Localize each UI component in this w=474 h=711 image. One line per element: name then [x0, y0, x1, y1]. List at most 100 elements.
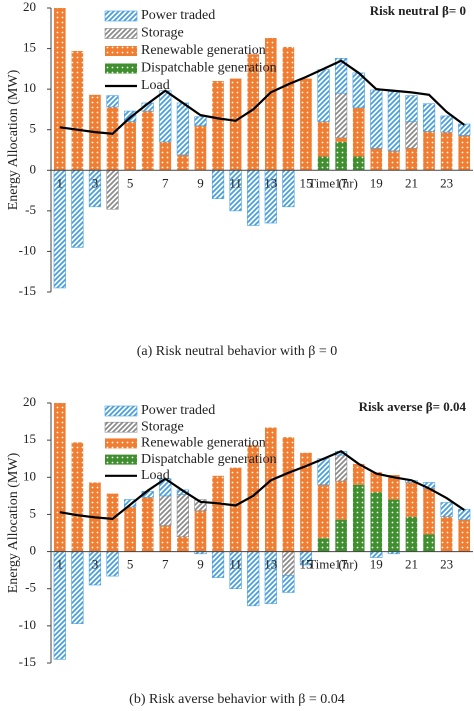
bar — [264, 427, 277, 552]
bar — [177, 536, 189, 552]
bar — [352, 107, 365, 157]
legend-swatch — [105, 454, 137, 465]
bar — [335, 481, 347, 520]
x-tick-label: 3 — [92, 175, 99, 190]
bar — [440, 502, 453, 517]
annotation: Risk neutral β= 0 — [370, 3, 466, 18]
y-tick-label: -15 — [19, 283, 36, 298]
legend-label: Load — [141, 468, 170, 483]
bar — [71, 51, 84, 171]
x-tick-label: 5 — [127, 175, 134, 190]
x-tick-label: 23 — [440, 175, 453, 190]
bar — [229, 467, 242, 552]
legend-label: Storage — [141, 26, 184, 41]
x-tick-label: 7 — [162, 175, 169, 190]
bar — [176, 494, 189, 538]
bar — [106, 106, 119, 171]
caption: (b) Risk averse behavior with β = 0.04 — [129, 692, 345, 707]
bar — [71, 442, 84, 552]
bar — [282, 551, 295, 576]
bar — [352, 484, 365, 552]
bar — [159, 90, 172, 143]
annotation: Risk averse β= 0.04 — [359, 399, 467, 414]
y-tick-label: -5 — [25, 580, 36, 595]
y-tick-label: 15 — [23, 431, 36, 446]
bar — [247, 54, 260, 171]
bar — [317, 538, 330, 552]
load-line — [59, 59, 465, 135]
x-tick-label: 9 — [197, 175, 204, 190]
legend-label: Load — [141, 78, 170, 93]
bar — [106, 95, 119, 108]
legend-label: Power traded — [141, 403, 215, 418]
bar — [282, 46, 295, 171]
bar — [335, 454, 348, 482]
bar — [124, 499, 137, 508]
legend-swatch — [104, 405, 138, 417]
bar — [282, 437, 295, 552]
bar — [440, 132, 453, 171]
bar — [229, 78, 242, 171]
legend-swatch — [104, 10, 138, 22]
bar — [194, 510, 207, 552]
bar — [177, 154, 189, 171]
y-tick-label: -5 — [25, 202, 36, 217]
legend-label: Storage — [141, 419, 184, 434]
bar — [405, 482, 418, 517]
bar — [458, 519, 471, 552]
legend-label: Dispatchable generation — [141, 61, 277, 76]
legend-swatch — [105, 46, 137, 56]
bar — [106, 551, 119, 577]
x-tick-label: 19 — [370, 557, 383, 572]
bar — [159, 141, 172, 171]
bar — [141, 111, 154, 171]
bar — [194, 125, 207, 171]
bar — [405, 148, 418, 171]
bar — [458, 508, 471, 520]
bar — [423, 131, 435, 171]
bar — [317, 69, 330, 122]
x-tick-label: 5 — [127, 557, 134, 572]
bar — [212, 81, 224, 171]
bar — [423, 534, 435, 552]
y-tick-label: 15 — [23, 40, 36, 55]
bar — [388, 475, 400, 500]
bar — [282, 575, 295, 593]
bar — [422, 103, 436, 132]
bar — [159, 525, 172, 552]
bar — [335, 519, 347, 552]
bar — [405, 516, 418, 552]
load-line — [59, 450, 465, 521]
bar — [53, 403, 66, 552]
bar — [335, 92, 348, 139]
x-tick-label: 13 — [264, 557, 277, 572]
bar — [300, 452, 312, 552]
x-tick-label: 19 — [370, 175, 383, 190]
y-tick-label: 5 — [30, 505, 37, 520]
y-tick-label: 0 — [30, 161, 37, 176]
y-axis-label: Energy Allocation (MW) — [6, 69, 21, 210]
bar — [335, 141, 347, 171]
x-tick-label: 11 — [229, 175, 242, 190]
x-tick-label: 17 — [335, 175, 349, 190]
bar — [264, 38, 277, 171]
x-tick-label: 15 — [299, 557, 312, 572]
x-axis-label: Time (hr) — [308, 175, 358, 190]
bar — [370, 89, 383, 149]
x-tick-label: 21 — [405, 557, 418, 572]
y-tick-label: 10 — [23, 80, 36, 95]
bar — [388, 499, 400, 552]
x-tick-label: 7 — [162, 557, 169, 572]
bar — [211, 169, 225, 199]
x-tick-label: 11 — [229, 557, 242, 572]
bar — [106, 169, 119, 210]
bar — [71, 551, 84, 624]
bar — [317, 484, 330, 539]
bar — [247, 445, 260, 552]
x-tick-label: 17 — [335, 557, 349, 572]
x-tick-label: 21 — [405, 175, 418, 190]
y-tick-label: -10 — [19, 242, 36, 257]
y-axis-label: Energy Allocation (MW) — [6, 452, 21, 593]
legend-label: Dispatchable generation — [141, 452, 277, 467]
x-tick-label: 1 — [57, 557, 64, 572]
